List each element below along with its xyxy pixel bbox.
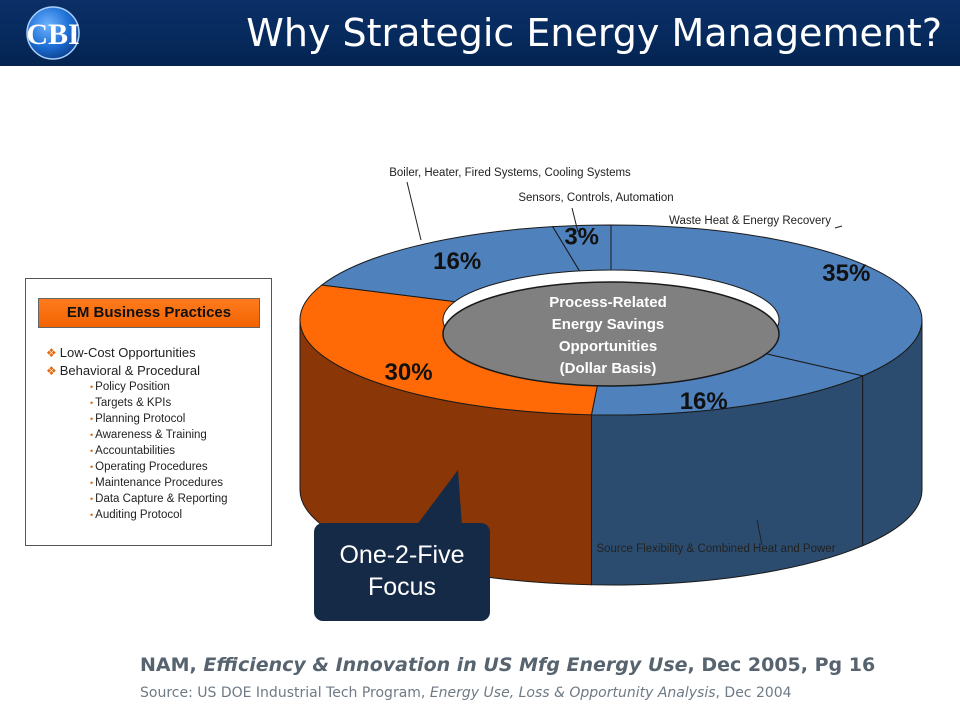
em-item: ❖ Behavioral & Procedural [46,363,200,378]
category-label: Waste Heat & Energy Recovery [669,215,831,227]
em-subitem-label: Policy Position [95,381,170,393]
bullet-icon: • [90,414,94,424]
em-subitem-label: Data Capture & Reporting [95,493,228,505]
leader-line [756,519,763,546]
em-subitem: • Accountabilities [90,445,175,457]
em-item: ❖ Low-Cost Opportunities [46,345,196,360]
source-prefix: Source: US DOE Industrial Tech Program, [140,685,430,701]
em-subitem-label: Operating Procedures [95,461,208,473]
em-subitem: • Operating Procedures [90,461,208,473]
reference-suffix: , Dec 2005, Pg 16 [687,654,876,676]
center-label: (Dollar Basis) [560,360,657,377]
em-business-practices-box: EM Business Practices ❖ Low-Cost Opportun… [25,278,272,546]
category-label: Sensors, Controls, Automation [518,192,673,204]
bullet-icon: • [90,494,94,504]
logo-text: CBI [26,18,79,51]
category-label: Boiler, Heater, Fired Systems, Cooling S… [389,167,631,179]
source-suffix: , Dec 2004 [715,685,792,701]
center-label: Opportunities [559,338,657,355]
reference-title: NAM, Efficiency & Innovation in US Mfg E… [140,654,875,676]
source-italic: Energy Use, Loss & Opportunity Analysis [429,685,716,701]
slide-header: CBI Why Strategic Energy Management? [0,0,960,66]
em-subitem: • Data Capture & Reporting [90,493,227,505]
callout-line1: One-2-Five [339,541,465,569]
reference-prefix: NAM, [140,654,204,676]
em-subitem-label: Planning Protocol [95,413,186,425]
em-subitem-label: Accountabilities [95,445,176,457]
leader-line [406,181,422,241]
slice-top [610,224,923,377]
callout-line2: Focus [367,573,437,601]
em-subitem: • Planning Protocol [90,413,185,425]
em-subitem-label: Awareness & Training [95,429,207,441]
slice-value-label: 16% [433,248,481,275]
em-box-title: EM Business Practices [38,298,260,328]
globe-icon [26,6,80,60]
bullet-icon: • [90,462,94,472]
category-label: Source Flexibility & Combined Heat and P… [596,543,835,555]
page-title: Why Strategic Energy Management? [246,11,942,55]
slice-value-label: 3% [564,223,599,250]
em-subitem-label: Targets & KPIs [95,397,172,409]
bullet-icon: • [90,430,94,440]
em-subitem-label: Maintenance Procedures [95,477,224,489]
diamond-bullet-icon: ❖ [46,364,57,378]
em-subitem: • Policy Position [90,381,170,393]
leader-line [834,225,843,229]
leader-line [571,207,579,233]
em-subitem: • Maintenance Procedures [90,477,223,489]
bullet-icon: • [90,398,94,408]
diamond-bullet-icon: ❖ [46,346,57,360]
callout-bubble: One-2-Five Focus [314,523,490,621]
em-item-label: Low-Cost Opportunities [59,345,196,360]
bullet-icon: • [90,478,94,488]
em-subitem: • Auditing Protocol [90,509,182,521]
em-subitem: • Awareness & Training [90,429,207,441]
center-label: Energy Savings [552,316,665,333]
em-subitem-label: Auditing Protocol [95,509,183,521]
reference-title-italic: Efficiency & Innovation in US Mfg Energy… [203,654,688,676]
slice-value-label: 30% [385,359,433,386]
slice-top [551,224,612,272]
slice-top [320,226,581,303]
cbi-logo: CBI [26,6,80,60]
slice-value-label: 16% [680,388,728,415]
center-ellipse [442,281,780,387]
center-label: Process-Related [549,294,667,311]
reference-source: Source: US DOE Industrial Tech Program, … [140,685,792,701]
bullet-icon: • [90,382,94,392]
bullet-icon: • [90,446,94,456]
slice-value-label: 35% [822,260,870,287]
em-item-label: Behavioral & Procedural [59,363,200,378]
bullet-icon: • [90,510,94,520]
em-subitem: • Targets & KPIs [90,397,171,409]
